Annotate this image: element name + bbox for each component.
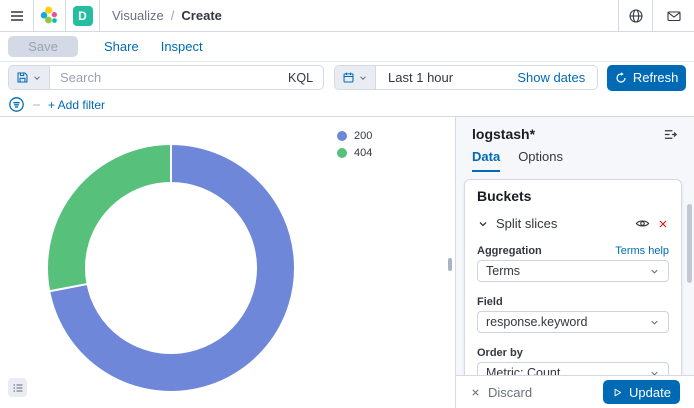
legend-item-404[interactable]: 404: [337, 147, 372, 159]
hamburger-menu-icon: [9, 8, 25, 24]
editor-toolbar: Save Share Inspect: [0, 32, 694, 62]
date-picker: Last 1 hour Show dates: [334, 65, 599, 90]
buckets-title: Buckets: [477, 188, 532, 204]
chevron-down-icon: [649, 368, 660, 379]
sidebar-scrollbar[interactable]: [687, 204, 692, 283]
refresh-button[interactable]: Refresh: [607, 64, 687, 91]
legend-toggle-button[interactable]: [8, 378, 27, 397]
update-button[interactable]: Update: [603, 380, 680, 404]
buckets-panel: Buckets Split slices: [464, 179, 682, 408]
order-by-label: Order by: [477, 347, 523, 359]
field-label-row: Field: [477, 296, 669, 308]
discard-button[interactable]: Discard: [470, 385, 532, 400]
refresh-icon: [615, 71, 627, 84]
chevron-down-icon: [358, 73, 368, 83]
legend-item-200[interactable]: 200: [337, 130, 372, 142]
discard-label: Discard: [488, 384, 533, 400]
query-language-button[interactable]: KQL: [288, 70, 314, 85]
discard-x-icon: [470, 387, 481, 398]
donut-chart-wrap: [46, 143, 296, 393]
legend-dot: [337, 148, 347, 158]
breadcrumb-current: Create: [181, 8, 222, 23]
save-button: Save: [8, 36, 78, 57]
play-icon: [612, 387, 623, 398]
space-switcher-button[interactable]: D: [66, 0, 100, 31]
legend-dot: [337, 131, 347, 141]
split-slices-label[interactable]: Split slices: [496, 216, 558, 231]
update-label: Update: [629, 384, 671, 400]
breadcrumb-visualize-link[interactable]: Visualize: [112, 8, 164, 23]
vis-editor-sidebar: logstash* Data Options Buckets Split sl: [455, 117, 694, 408]
date-quick-menu-button[interactable]: [335, 66, 377, 89]
search-input[interactable]: [50, 70, 289, 85]
elastic-logo-button[interactable]: [34, 0, 66, 31]
calendar-icon: [342, 71, 355, 84]
index-pattern-title: logstash*: [472, 126, 536, 142]
terms-help-link[interactable]: Terms help: [615, 245, 669, 257]
chart-legend: 200 404: [337, 130, 372, 159]
split-slices-accordion: Split slices: [477, 216, 669, 231]
help-menu-button[interactable]: [618, 0, 652, 31]
aggregation-value: Terms: [486, 264, 521, 278]
sidebar-footer: Discard Update: [456, 375, 694, 408]
saved-query-menu-button[interactable]: [9, 66, 50, 89]
chevron-down-icon: [32, 73, 42, 83]
field-value: response.keyword: [486, 315, 588, 329]
aggregation-select[interactable]: Terms: [477, 260, 669, 282]
globe-icon: [628, 8, 644, 24]
refresh-label: Refresh: [632, 70, 679, 85]
legend-label: 200: [354, 130, 373, 142]
top-nav: D Visualize / Create: [0, 0, 694, 32]
newsfeed-button[interactable]: [652, 0, 694, 31]
visualization-canvas: 200 404: [0, 117, 450, 408]
filter-bar: + Add filter: [0, 93, 694, 117]
legend-label: 404: [354, 147, 373, 159]
list-icon: [12, 382, 24, 394]
aggregation-label: Aggregation: [477, 245, 542, 257]
show-dates-button[interactable]: Show dates: [517, 70, 586, 85]
panel-resize-handle[interactable]: [448, 258, 452, 271]
donut-chart: [46, 143, 296, 393]
query-bar: KQL Last 1 hour Show dates Refresh: [0, 62, 694, 93]
top-nav-spacer: [222, 0, 618, 31]
collapse-sidebar-icon[interactable]: [663, 127, 678, 142]
remove-bucket-icon[interactable]: [657, 218, 669, 230]
search-bar: KQL: [8, 65, 325, 90]
chevron-down-icon: [649, 317, 660, 328]
breadcrumb-separator: /: [170, 8, 175, 23]
sidebar-tabs: Data Options: [456, 142, 694, 172]
pie-slice-200[interactable]: [48, 143, 296, 393]
mail-icon: [666, 8, 682, 24]
filter-separator: [33, 103, 40, 106]
tab-options[interactable]: Options: [518, 149, 563, 164]
filter-icon[interactable]: [8, 96, 25, 113]
field-label: Field: [477, 296, 503, 308]
save-query-icon: [16, 71, 29, 84]
breadcrumb: Visualize / Create: [100, 0, 222, 31]
chevron-down-icon: [649, 266, 660, 277]
tab-data[interactable]: Data: [472, 149, 501, 172]
field-select[interactable]: response.keyword: [477, 311, 669, 333]
aggregation-label-row: Aggregation Terms help: [477, 245, 669, 257]
donut-slices: [46, 143, 296, 393]
eye-icon[interactable]: [635, 216, 650, 231]
order-by-label-row: Order by: [477, 347, 669, 359]
pie-slice-404[interactable]: [46, 143, 172, 293]
sidebar-header: logstash*: [456, 117, 694, 142]
menu-button[interactable]: [0, 0, 34, 31]
share-button[interactable]: Share: [104, 39, 139, 54]
inspect-button[interactable]: Inspect: [160, 39, 203, 54]
elastic-logo-icon: [40, 6, 59, 25]
main-content: 200 404 logstas: [0, 117, 694, 408]
chevron-down-icon[interactable]: [477, 218, 489, 230]
add-filter-button[interactable]: + Add filter: [48, 97, 106, 112]
time-range-value[interactable]: Last 1 hour: [388, 70, 454, 85]
space-badge: D: [72, 5, 93, 26]
